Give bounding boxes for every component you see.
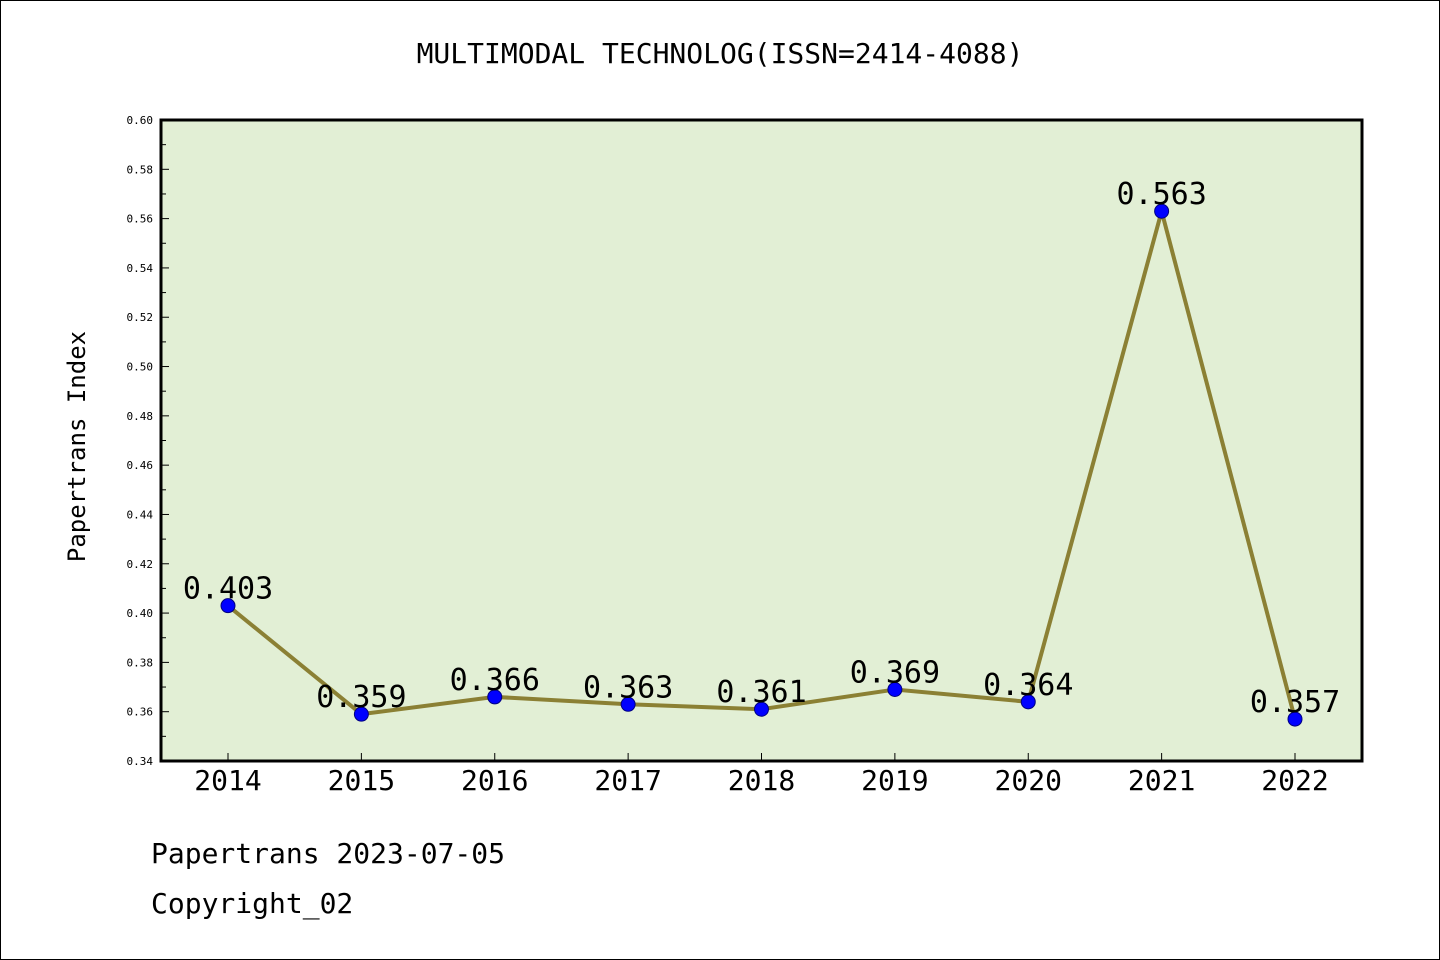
y-tick-label: 0.58 — [127, 163, 154, 176]
data-label: 0.359 — [316, 680, 406, 715]
y-tick-label: 0.36 — [127, 706, 154, 719]
data-point — [1287, 711, 1303, 727]
data-label: 0.403 — [183, 572, 273, 607]
footer-copyright-line: Copyright_02 — [151, 887, 354, 920]
x-tick-label: 2017 — [594, 764, 661, 797]
x-tick-label: 2015 — [328, 764, 395, 797]
data-point — [754, 701, 769, 717]
y-tick-label: 0.50 — [127, 361, 154, 374]
y-tick-label: 0.46 — [127, 459, 154, 472]
y-tick-label: 0.60 — [127, 114, 154, 127]
footer-date-line: Papertrans 2023-07-05 — [151, 837, 506, 870]
data-point — [487, 689, 503, 705]
data-label: 0.563 — [1116, 177, 1206, 212]
y-tick-label: 0.52 — [127, 311, 154, 324]
data-label: 0.357 — [1250, 685, 1340, 720]
chart-title: MULTIMODAL TECHNOLOG(ISSN=2414-4088) — [416, 37, 1024, 70]
plot-area — [159, 118, 1364, 763]
data-point — [220, 598, 236, 614]
y-tick-label: 0.42 — [127, 558, 154, 571]
data-point — [620, 696, 636, 712]
y-tick-label: 0.40 — [127, 607, 154, 620]
y-tick-label: 0.54 — [127, 262, 154, 275]
data-point — [353, 706, 369, 722]
x-tick-label: 2020 — [995, 764, 1062, 797]
y-tick-label: 0.44 — [127, 508, 154, 521]
y-tick-label: 0.38 — [127, 656, 154, 669]
data-label: 0.369 — [850, 656, 940, 691]
y-axis-label: Papertrans Index — [63, 331, 91, 562]
data-label: 0.364 — [983, 668, 1073, 703]
y-tick-label: 0.48 — [127, 410, 154, 423]
data-point — [1020, 694, 1036, 710]
data-point — [887, 682, 903, 698]
y-tick-label: 0.56 — [127, 213, 154, 226]
x-tick-label: 2021 — [1128, 764, 1195, 797]
data-label: 0.361 — [716, 675, 806, 710]
data-point — [1154, 203, 1170, 219]
data-label: 0.363 — [583, 670, 673, 705]
x-tick-label: 2016 — [461, 764, 528, 797]
data-label: 0.366 — [450, 663, 540, 698]
x-tick-label: 2018 — [728, 764, 795, 797]
x-tick-label: 2019 — [861, 764, 928, 797]
x-tick-label: 2022 — [1261, 764, 1328, 797]
x-tick-label: 2014 — [194, 764, 261, 797]
y-tick-label: 0.34 — [127, 755, 154, 768]
